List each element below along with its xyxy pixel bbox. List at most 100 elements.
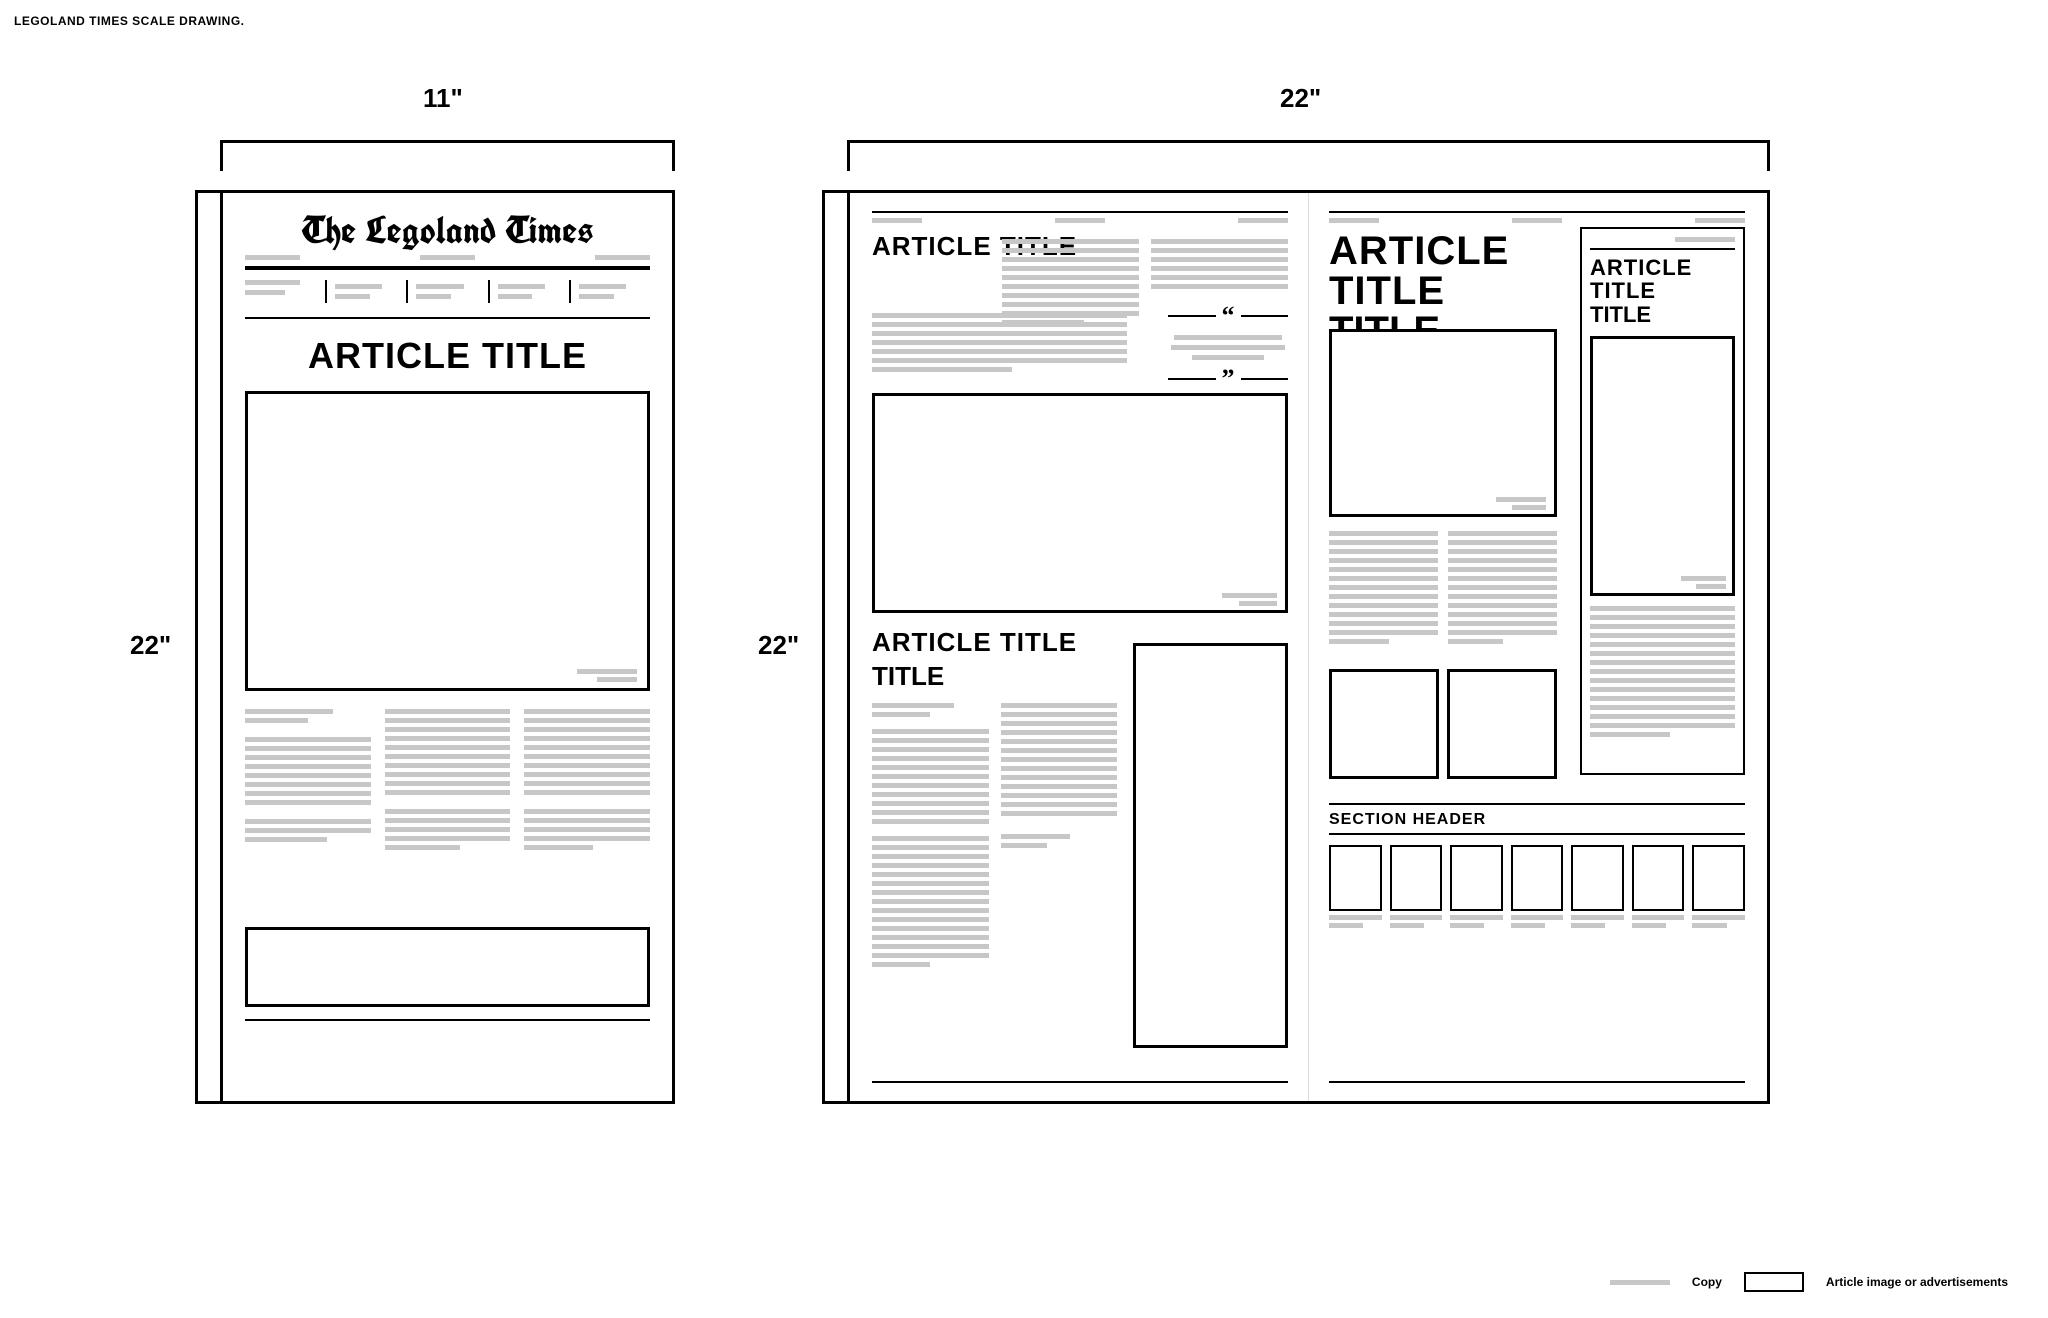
divider [1329, 211, 1745, 213]
image-box [1692, 845, 1745, 911]
image-box [1450, 845, 1503, 911]
legend-image-label: Article image or advertisements [1826, 1275, 2008, 1289]
copy-placeholder [1238, 218, 1288, 223]
bracket-top-spread [847, 140, 1770, 143]
copy-placeholder [1675, 237, 1735, 242]
copy-column [385, 709, 511, 909]
copy-placeholder [1450, 915, 1503, 920]
copy-placeholder [335, 294, 370, 299]
image-box [1511, 845, 1564, 911]
copy-placeholder [498, 294, 533, 299]
dim-label-front-width: 11" [423, 83, 463, 114]
copy-placeholder [1696, 584, 1726, 589]
dim-label-front-height: 22" [130, 630, 171, 661]
image-box [1571, 845, 1624, 911]
bracket-top-front [220, 140, 675, 143]
copy-placeholder [1329, 218, 1379, 223]
copy-placeholder [1450, 923, 1484, 928]
copy-column [1329, 531, 1438, 644]
page-title: LEGOLAND TIMES SCALE DRAWING. [14, 14, 245, 28]
bracket-left-front [195, 190, 198, 1104]
article-title-sidebar: ARTICLE TITLE [1590, 256, 1735, 302]
copy-placeholder [1632, 915, 1685, 920]
front-headline: ARTICLE TITLE [245, 335, 650, 377]
divider [872, 1081, 1288, 1083]
copy-placeholder [1055, 218, 1105, 223]
dim-label-spread-width: 22" [1280, 83, 1321, 114]
image-box [1390, 845, 1443, 911]
copy-placeholder [245, 255, 300, 260]
image-box [872, 393, 1288, 613]
thumb-strip [1329, 845, 1745, 928]
article-title-left-2: ARTICLE TITLE [872, 629, 1147, 656]
divider [245, 317, 650, 319]
copy-placeholder [1571, 923, 1605, 928]
copy-column [872, 313, 1127, 372]
close-quote-icon: ” [1222, 364, 1235, 394]
copy-placeholder [1511, 915, 1564, 920]
image-box [1632, 845, 1685, 911]
copy-placeholder [597, 677, 637, 682]
front-page-frame: The Legoland Times [220, 190, 675, 1104]
divider [245, 1019, 650, 1021]
legend-copy-swatch [1610, 1280, 1670, 1285]
article-title-right-big: ARTICLE TITLE [1329, 231, 1558, 311]
copy-column [1001, 703, 1118, 967]
open-quote-icon: “ [1222, 301, 1235, 331]
dim-label-spread-height: 22" [758, 630, 799, 661]
copy-placeholder [416, 284, 463, 289]
sidebar-article-box: ARTICLE TITLE TITLE [1580, 227, 1745, 775]
legend-box-swatch [1744, 1272, 1804, 1292]
copy-placeholder [579, 284, 626, 289]
copy-placeholder [1239, 601, 1277, 606]
copy-placeholder [1692, 915, 1745, 920]
image-box [1329, 329, 1557, 517]
copy-placeholder [1496, 497, 1546, 502]
divider [1590, 248, 1735, 250]
legend: Copy Article image or advertisements [1610, 1272, 2008, 1292]
copy-placeholder [1222, 593, 1277, 598]
image-box [1329, 845, 1382, 911]
copy-placeholder [498, 284, 545, 289]
copy-column [245, 709, 371, 909]
copy-placeholder [1512, 505, 1546, 510]
copy-placeholder [1632, 923, 1666, 928]
spread-frame: ARTICLE TITLE ARTICLE TITLE “ ” [847, 190, 1770, 1104]
divider [1329, 803, 1745, 805]
pull-quote: “ ” [1168, 301, 1288, 394]
copy-placeholder [245, 290, 285, 295]
image-box [1133, 643, 1288, 1048]
copy-placeholder [1512, 218, 1562, 223]
copy-column [1590, 606, 1735, 737]
masthead: The Legoland Times [245, 211, 650, 249]
copy-placeholder [1390, 915, 1443, 920]
hero-image-box [245, 391, 650, 691]
copy-placeholder [579, 294, 614, 299]
image-box [1590, 336, 1735, 596]
image-box [1447, 669, 1557, 779]
image-box [1329, 669, 1439, 779]
divider [872, 211, 1288, 213]
copy-column [1448, 531, 1557, 644]
legend-copy-label: Copy [1692, 1275, 1722, 1289]
divider [1329, 1081, 1745, 1083]
copy-placeholder [420, 255, 475, 260]
divider [1329, 833, 1745, 835]
copy-placeholder [1692, 923, 1726, 928]
copy-placeholder [1390, 923, 1424, 928]
divider [245, 266, 650, 270]
copy-placeholder [1695, 218, 1745, 223]
copy-placeholder [1571, 915, 1624, 920]
copy-placeholder [872, 218, 922, 223]
copy-column [524, 709, 650, 909]
copy-placeholder [595, 255, 650, 260]
copy-placeholder [1511, 923, 1545, 928]
section-header: SECTION HEADER [1329, 811, 1486, 829]
copy-placeholder [245, 280, 300, 285]
ad-box [245, 927, 650, 1007]
copy-placeholder [1329, 923, 1363, 928]
copy-placeholder [335, 284, 382, 289]
copy-column [872, 703, 989, 967]
bracket-left-spread [822, 190, 825, 1104]
copy-placeholder [416, 294, 451, 299]
